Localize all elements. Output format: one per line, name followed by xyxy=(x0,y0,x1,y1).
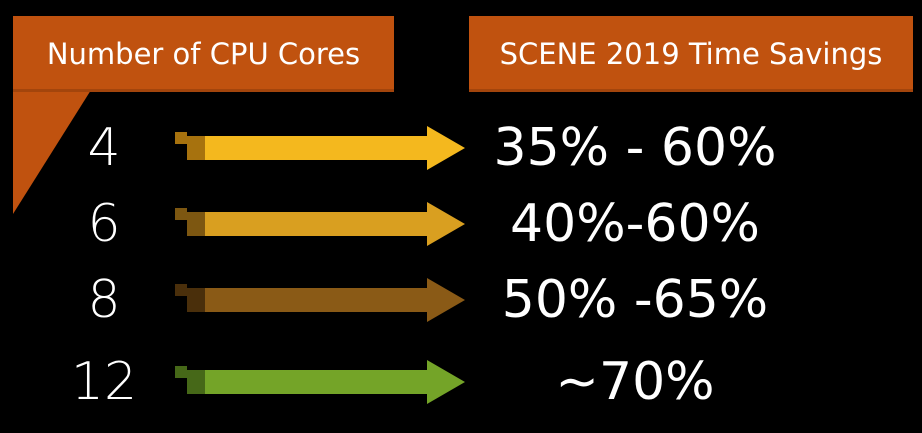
row-8-cores: 8 50% -65% xyxy=(0,262,922,338)
cores-value: 8 xyxy=(87,270,121,330)
savings-value: ~70% xyxy=(555,352,715,412)
arrow-icon xyxy=(175,202,465,246)
arrow-icon xyxy=(175,360,465,404)
header-time-savings: SCENE 2019 Time Savings xyxy=(469,16,913,92)
header-number-of-cpu-cores: Number of CPU Cores xyxy=(13,16,394,92)
row-4-cores: 4 35% - 60% xyxy=(0,110,922,186)
callout-tail xyxy=(13,90,91,214)
savings-value: 50% -65% xyxy=(501,270,769,330)
savings-value: 40%-60% xyxy=(510,194,760,254)
savings-value: 35% - 60% xyxy=(493,118,777,178)
row-6-cores: 6 40%-60% xyxy=(0,186,922,262)
arrow-icon xyxy=(175,278,465,322)
header-right-label: SCENE 2019 Time Savings xyxy=(499,37,883,71)
cores-value: 12 xyxy=(70,352,138,412)
header-left-label: Number of CPU Cores xyxy=(46,37,361,71)
row-12-cores: 12 ~70% xyxy=(0,344,922,420)
arrow-icon xyxy=(175,126,465,170)
cores-value: 6 xyxy=(87,194,121,254)
cores-value: 4 xyxy=(87,118,121,178)
